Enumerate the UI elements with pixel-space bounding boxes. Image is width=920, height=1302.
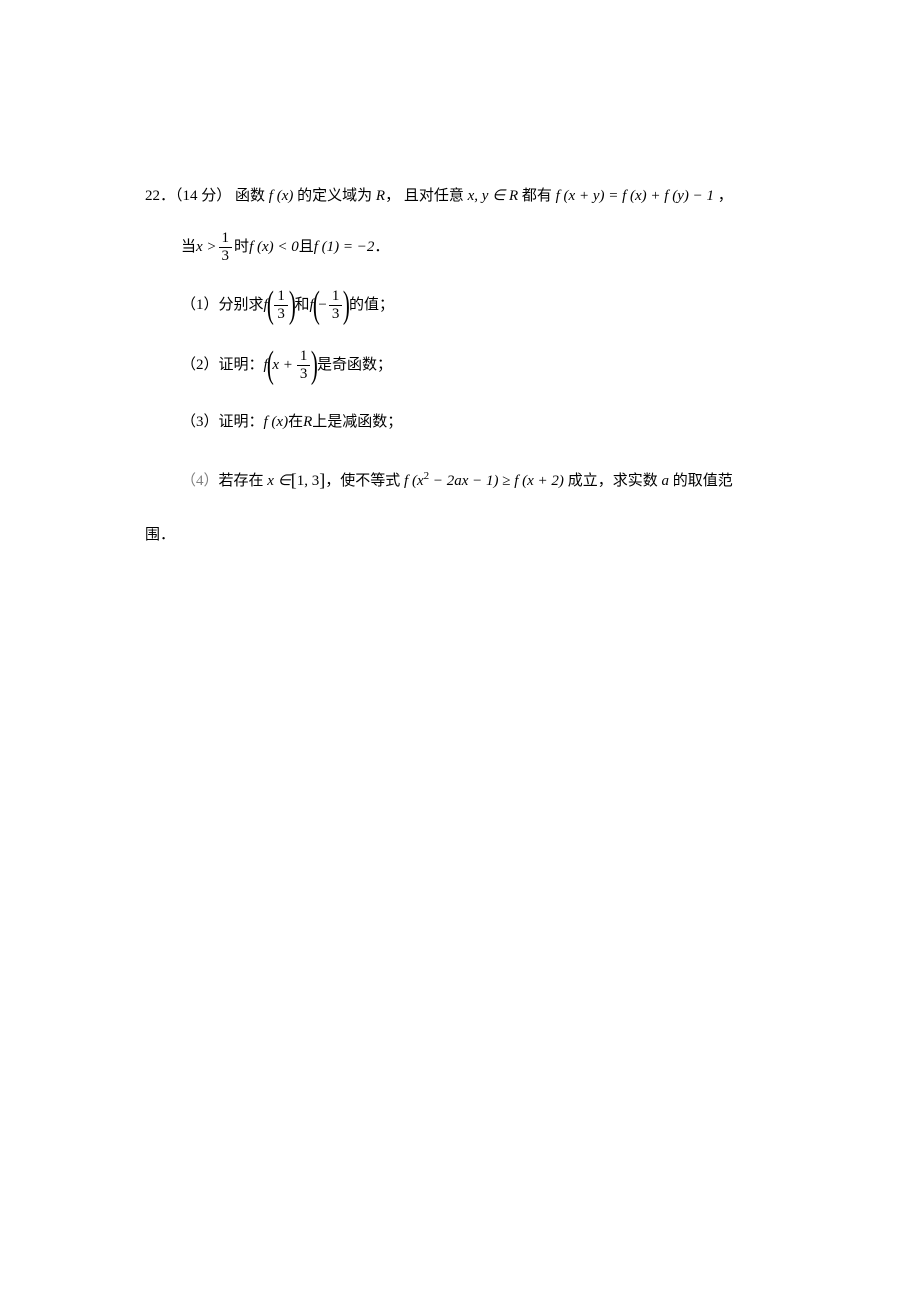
math-fx-lt-0: f (x) < 0 bbox=[249, 231, 299, 264]
intro-text-3: ， 且对任意 bbox=[385, 188, 468, 204]
frac-num: 1 bbox=[219, 231, 233, 247]
frac-den-a: 3 bbox=[274, 305, 288, 322]
frac-1-3-a: 1 3 bbox=[274, 289, 288, 322]
part3-r: R bbox=[303, 406, 312, 439]
and-char: 且 bbox=[299, 231, 314, 264]
subpart-4: （4）若存在 x ∈[1, 3]，使不等式 f (x2 − 2ax − 1) ≥… bbox=[181, 461, 810, 501]
part3-suffix: 上是减函数； bbox=[312, 406, 402, 439]
f-of-neg-1-3: f ( − 1 3 ) bbox=[310, 286, 349, 324]
math-x-gt: x > bbox=[196, 231, 217, 264]
problem-number: 22． bbox=[145, 188, 175, 204]
condition-line: 当 x > 1 3 时 f (x) < 0 且 f (1) = −2 ． bbox=[181, 231, 810, 264]
rparen-1: ) bbox=[289, 286, 296, 324]
interval-vals: 1, 3 bbox=[297, 473, 320, 489]
part1-label: （1）分别求 bbox=[181, 289, 264, 322]
cond-prefix: 当 bbox=[181, 231, 196, 264]
comma-end: ， bbox=[714, 188, 733, 204]
intro-text-1: 函数 bbox=[231, 188, 269, 204]
part1-suffix: 的值； bbox=[349, 289, 394, 322]
part1-and: 和 bbox=[295, 289, 310, 322]
final-line: 围． bbox=[145, 519, 810, 552]
math-fx: f (x) bbox=[269, 188, 294, 204]
part3-text: 在 bbox=[288, 406, 303, 439]
part4-x-in: x ∈ bbox=[267, 473, 290, 489]
frac-num-a: 1 bbox=[274, 289, 288, 305]
part4-text2: ，使不等式 bbox=[325, 473, 404, 489]
subpart-1: （1）分别求 f ( 1 3 ) 和 f ( − 1 3 ) 的值； bbox=[181, 286, 810, 324]
part4-text1: 若存在 bbox=[219, 473, 268, 489]
problem-22: 22．（14 分） 函数 f (x) 的定义域为 R， 且对任意 x, y ∈ … bbox=[145, 180, 810, 552]
part4-lhs2: − 2ax − 1) ≥ f (x + 2) bbox=[429, 473, 564, 489]
x-plus: x + bbox=[272, 349, 293, 382]
part4-a: a bbox=[661, 473, 669, 489]
math-functional-eq: f (x + y) = f (x) + f (y) − 1 bbox=[556, 188, 714, 204]
frac-1-3: 1 3 bbox=[219, 231, 233, 264]
subpart-2: （2）证明： f ( x + 1 3 ) 是奇函数； bbox=[181, 346, 810, 384]
part4-text3: 成立，求实数 bbox=[564, 473, 662, 489]
part3-fx: f (x) bbox=[264, 406, 289, 439]
rparen-2: ) bbox=[343, 286, 350, 324]
frac-den-c: 3 bbox=[297, 365, 311, 382]
lparen-3: ( bbox=[267, 346, 274, 384]
part4-final: 围． bbox=[145, 527, 175, 543]
f-of-x-plus-1-3: f ( x + 1 3 ) bbox=[264, 346, 318, 384]
problem-header: 22．（14 分） 函数 f (x) 的定义域为 R， 且对任意 x, y ∈ … bbox=[145, 180, 810, 213]
math-f1: f (1) = −2 bbox=[314, 231, 375, 264]
subpart-3: （3）证明： f (x) 在 R 上是减函数； bbox=[181, 406, 810, 439]
part2-suffix: 是奇函数； bbox=[317, 349, 392, 382]
lparen-1: ( bbox=[267, 286, 274, 324]
part4-lhs: f (x bbox=[404, 473, 424, 489]
part4-label: （4） bbox=[181, 473, 219, 489]
frac-num-b: 1 bbox=[329, 289, 343, 305]
frac-num-c: 1 bbox=[297, 349, 311, 365]
part2-label: （2）证明： bbox=[181, 349, 264, 382]
part4-text4: 的取值范 bbox=[669, 473, 733, 489]
period-1: ． bbox=[374, 231, 389, 264]
problem-points: （14 分） bbox=[175, 188, 231, 204]
math-xy: x, y ∈ R bbox=[468, 188, 519, 204]
frac-1-3-b: 1 3 bbox=[329, 289, 343, 322]
part3-label: （3）证明： bbox=[181, 406, 264, 439]
frac-den-b: 3 bbox=[329, 305, 343, 322]
intro-text-2: 的定义域为 bbox=[293, 188, 376, 204]
frac-den: 3 bbox=[219, 247, 233, 264]
rparen-3: ) bbox=[311, 346, 318, 384]
lparen-2: ( bbox=[313, 286, 320, 324]
domain-r: R bbox=[376, 188, 385, 204]
cond-mid: 时 bbox=[234, 231, 249, 264]
frac-1-3-c: 1 3 bbox=[297, 349, 311, 382]
intro-text-4: 都有 bbox=[518, 188, 556, 204]
f-of-1-3: f ( 1 3 ) bbox=[264, 286, 295, 324]
